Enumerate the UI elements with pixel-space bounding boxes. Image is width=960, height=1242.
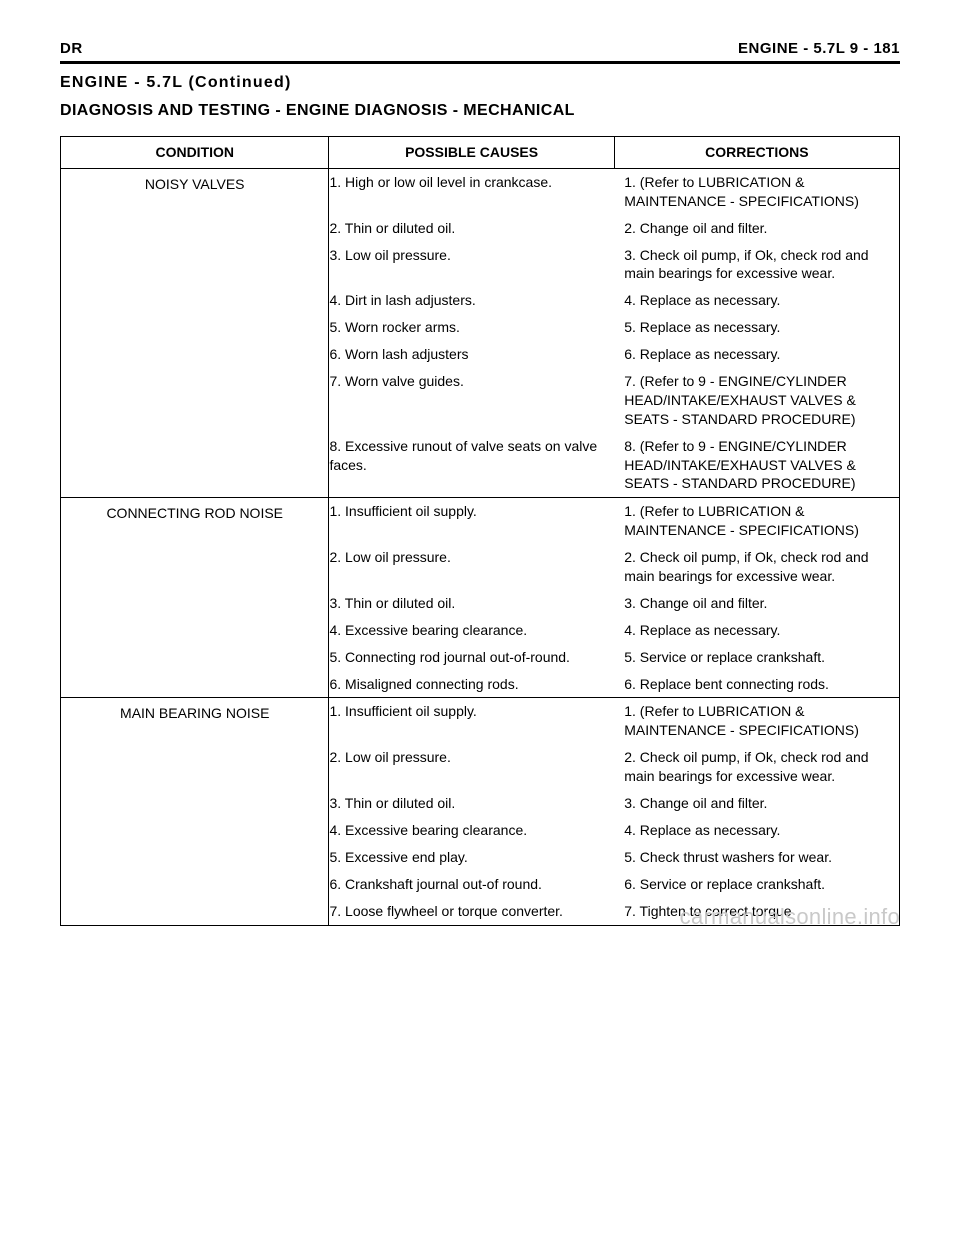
cause-correction-row: 3. Low oil pressure.3. Check oil pump, i… <box>329 242 899 288</box>
watermark: carmanualsonline.info <box>680 904 900 930</box>
cause-correction-row: 2. Thin or diluted oil.2. Change oil and… <box>329 215 899 242</box>
cause-text: 2. Low oil pressure. <box>329 744 614 790</box>
cause-text: 8. Excessive runout of valve seats on va… <box>329 433 614 498</box>
correction-text: 1. (Refer to LUBRICATION & MAINTENANCE -… <box>614 169 899 215</box>
causes-corrections-cell: 1. High or low oil level in crankcase.1.… <box>329 168 900 497</box>
table-row: CONNECTING ROD NOISE1. Insufficient oil … <box>61 498 900 698</box>
cause-correction-row: 6. Misaligned connecting rods.6. Replace… <box>329 671 899 698</box>
cause-correction-row: 6. Crankshaft journal out-of round.6. Se… <box>329 871 899 898</box>
cause-text: 7. Loose flywheel or torque converter. <box>329 898 614 925</box>
page-container: DR ENGINE - 5.7L 9 - 181 ENGINE - 5.7L (… <box>0 0 960 946</box>
condition-cell: CONNECTING ROD NOISE <box>61 498 329 698</box>
table-header-row: CONDITION POSSIBLE CAUSES CORRECTIONS <box>61 137 900 169</box>
col-condition: CONDITION <box>61 137 329 169</box>
cause-text: 3. Thin or diluted oil. <box>329 790 614 817</box>
correction-text: 6. Replace as necessary. <box>614 341 899 368</box>
causes-corrections-cell: 1. Insufficient oil supply.1. (Refer to … <box>329 698 900 925</box>
correction-text: 2. Check oil pump, if Ok, check rod and … <box>614 544 899 590</box>
cause-text: 6. Crankshaft journal out-of round. <box>329 871 614 898</box>
cause-correction-row: 1. Insufficient oil supply.1. (Refer to … <box>329 498 899 544</box>
correction-text: 5. Check thrust washers for wear. <box>614 844 899 871</box>
cause-correction-row: 2. Low oil pressure.2. Check oil pump, i… <box>329 744 899 790</box>
section-title: DIAGNOSIS AND TESTING - ENGINE DIAGNOSIS… <box>60 102 900 120</box>
header-section: ENGINE - 5.7L <box>738 40 845 57</box>
cause-text: 2. Low oil pressure. <box>329 544 614 590</box>
correction-text: 6. Replace bent connecting rods. <box>614 671 899 698</box>
correction-text: 5. Replace as necessary. <box>614 314 899 341</box>
correction-text: 7. (Refer to 9 - ENGINE/CYLINDER HEAD/IN… <box>614 368 899 433</box>
table-row: MAIN BEARING NOISE1. Insufficient oil su… <box>61 698 900 925</box>
inner-table: 1. Insufficient oil supply.1. (Refer to … <box>329 498 899 697</box>
cause-text: 5. Excessive end play. <box>329 844 614 871</box>
correction-text: 8. (Refer to 9 - ENGINE/CYLINDER HEAD/IN… <box>614 433 899 498</box>
table-row: NOISY VALVES1. High or low oil level in … <box>61 168 900 497</box>
inner-table: 1. High or low oil level in crankcase.1.… <box>329 169 899 497</box>
correction-text: 5. Service or replace crankshaft. <box>614 644 899 671</box>
cause-text: 4. Excessive bearing clearance. <box>329 817 614 844</box>
cause-text: 5. Connecting rod journal out-of-round. <box>329 644 614 671</box>
cause-correction-row: 4. Excessive bearing clearance.4. Replac… <box>329 817 899 844</box>
cause-text: 4. Excessive bearing clearance. <box>329 617 614 644</box>
cause-text: 2. Thin or diluted oil. <box>329 215 614 242</box>
inner-table: 1. Insufficient oil supply.1. (Refer to … <box>329 698 899 924</box>
cause-correction-row: 4. Dirt in lash adjusters.4. Replace as … <box>329 287 899 314</box>
causes-corrections-cell: 1. Insufficient oil supply.1. (Refer to … <box>329 498 900 698</box>
correction-text: 1. (Refer to LUBRICATION & MAINTENANCE -… <box>614 498 899 544</box>
cause-text: 5. Worn rocker arms. <box>329 314 614 341</box>
header-right: ENGINE - 5.7L 9 - 181 <box>738 40 900 57</box>
cause-correction-row: 3. Thin or diluted oil.3. Change oil and… <box>329 790 899 817</box>
correction-text: 6. Service or replace crankshaft. <box>614 871 899 898</box>
correction-text: 1. (Refer to LUBRICATION & MAINTENANCE -… <box>614 698 899 744</box>
correction-text: 4. Replace as necessary. <box>614 617 899 644</box>
cause-correction-row: 3. Thin or diluted oil.3. Change oil and… <box>329 590 899 617</box>
correction-text: 3. Check oil pump, if Ok, check rod and … <box>614 242 899 288</box>
condition-cell: NOISY VALVES <box>61 168 329 497</box>
table-body: NOISY VALVES1. High or low oil level in … <box>61 168 900 925</box>
correction-text: 2. Change oil and filter. <box>614 215 899 242</box>
cause-correction-row: 4. Excessive bearing clearance.4. Replac… <box>329 617 899 644</box>
correction-text: 4. Replace as necessary. <box>614 287 899 314</box>
header-left: DR <box>60 40 83 57</box>
page-header: DR ENGINE - 5.7L 9 - 181 <box>60 40 900 57</box>
cause-correction-row: 5. Excessive end play.5. Check thrust wa… <box>329 844 899 871</box>
cause-text: 1. Insufficient oil supply. <box>329 498 614 544</box>
cause-text: 3. Low oil pressure. <box>329 242 614 288</box>
header-rule <box>60 61 900 64</box>
header-page-number: 9 - 181 <box>850 40 900 57</box>
col-corrections: CORRECTIONS <box>614 137 899 169</box>
diagnosis-table: CONDITION POSSIBLE CAUSES CORRECTIONS NO… <box>60 136 900 926</box>
condition-cell: MAIN BEARING NOISE <box>61 698 329 925</box>
cause-correction-row: 7. Worn valve guides.7. (Refer to 9 - EN… <box>329 368 899 433</box>
cause-correction-row: 1. High or low oil level in crankcase.1.… <box>329 169 899 215</box>
correction-text: 3. Change oil and filter. <box>614 790 899 817</box>
correction-text: 4. Replace as necessary. <box>614 817 899 844</box>
continued-heading: ENGINE - 5.7L (Continued) <box>60 74 900 92</box>
cause-text: 6. Misaligned connecting rods. <box>329 671 614 698</box>
cause-text: 7. Worn valve guides. <box>329 368 614 433</box>
cause-text: 1. Insufficient oil supply. <box>329 698 614 744</box>
cause-correction-row: 8. Excessive runout of valve seats on va… <box>329 433 899 498</box>
cause-text: 6. Worn lash adjusters <box>329 341 614 368</box>
cause-correction-row: 1. Insufficient oil supply.1. (Refer to … <box>329 698 899 744</box>
cause-text: 1. High or low oil level in crankcase. <box>329 169 614 215</box>
cause-text: 4. Dirt in lash adjusters. <box>329 287 614 314</box>
correction-text: 2. Check oil pump, if Ok, check rod and … <box>614 744 899 790</box>
correction-text: 3. Change oil and filter. <box>614 590 899 617</box>
cause-correction-row: 5. Worn rocker arms.5. Replace as necess… <box>329 314 899 341</box>
cause-correction-row: 2. Low oil pressure.2. Check oil pump, i… <box>329 544 899 590</box>
cause-correction-row: 5. Connecting rod journal out-of-round.5… <box>329 644 899 671</box>
cause-correction-row: 6. Worn lash adjusters6. Replace as nece… <box>329 341 899 368</box>
col-causes: POSSIBLE CAUSES <box>329 137 614 169</box>
cause-text: 3. Thin or diluted oil. <box>329 590 614 617</box>
